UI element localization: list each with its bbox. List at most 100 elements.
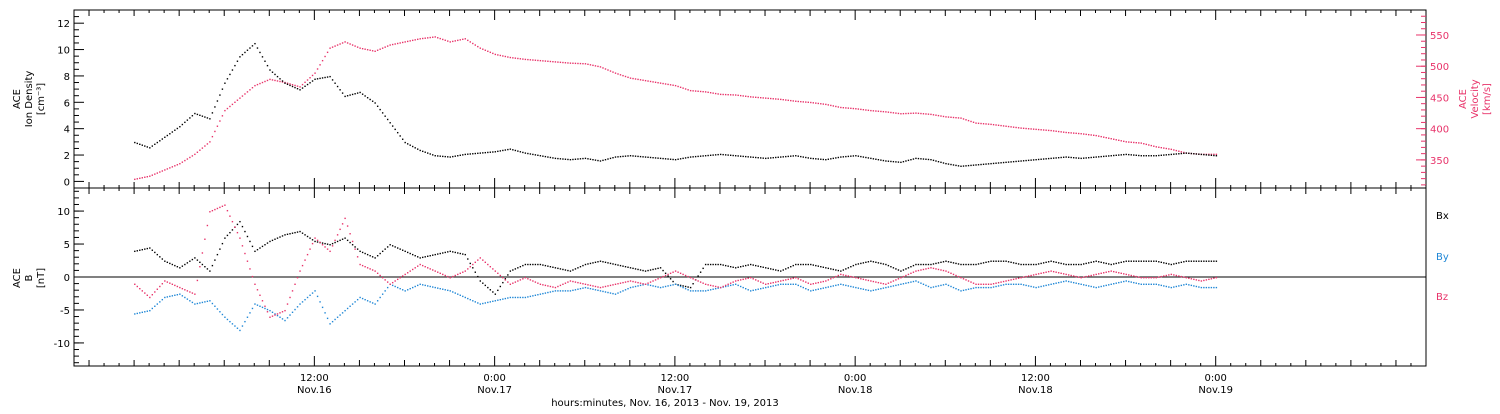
by-series-point bbox=[336, 316, 339, 318]
bz-series-point bbox=[294, 283, 296, 285]
bz-series-point bbox=[624, 281, 627, 283]
bx-series-point bbox=[712, 263, 714, 266]
bz-series-point bbox=[612, 284, 614, 286]
by-series-point bbox=[429, 285, 431, 288]
by-series-point bbox=[604, 291, 607, 293]
bz-series-point bbox=[682, 273, 684, 276]
velocity-series-point bbox=[404, 41, 406, 43]
velocity-series-point bbox=[744, 95, 747, 97]
bx-series-point bbox=[346, 239, 349, 242]
velocity-series-point bbox=[199, 149, 201, 151]
density-series-point bbox=[427, 152, 429, 154]
density-series-point bbox=[1110, 155, 1112, 157]
density-series-point bbox=[579, 158, 582, 160]
bz-series-point bbox=[156, 288, 159, 290]
bz-series-point bbox=[622, 281, 624, 284]
bx-series-point bbox=[384, 248, 386, 250]
bz-series-point bbox=[977, 283, 980, 285]
density-series-point bbox=[674, 158, 677, 161]
bz-series-point bbox=[439, 272, 441, 275]
bz-series-point bbox=[499, 274, 502, 277]
bx-series-point bbox=[354, 246, 356, 248]
bz-series-point bbox=[597, 286, 599, 288]
by-series-point bbox=[699, 290, 702, 292]
bx-series-point bbox=[1035, 263, 1037, 266]
velocity-series-point bbox=[399, 42, 401, 44]
velocity-series-point bbox=[787, 99, 789, 102]
bz-series-point bbox=[134, 283, 136, 285]
density-series-point bbox=[569, 158, 572, 161]
bx-series-point bbox=[206, 268, 209, 270]
by-series-point bbox=[842, 284, 845, 286]
by-series-point bbox=[231, 323, 234, 325]
bx-series-point bbox=[607, 262, 609, 264]
velocity-series-point bbox=[424, 37, 426, 39]
density-series-point bbox=[509, 148, 512, 150]
velocity-series-point bbox=[649, 80, 652, 83]
bz-series-point bbox=[1050, 270, 1052, 272]
by-series-point bbox=[1027, 285, 1030, 287]
density-series-point bbox=[236, 60, 239, 62]
density-series-point bbox=[867, 157, 870, 159]
bx-series-point bbox=[166, 261, 169, 264]
by-series-point bbox=[1075, 282, 1077, 284]
bx-series-point bbox=[336, 240, 339, 243]
by-series-point bbox=[674, 283, 677, 285]
velocity-series-point bbox=[557, 61, 559, 63]
density-series-point bbox=[897, 161, 900, 163]
top-ylabel-line-1: ACE bbox=[12, 89, 23, 109]
bx-series-point bbox=[737, 266, 739, 268]
bz-series-point bbox=[206, 224, 209, 227]
bx-series-point bbox=[321, 242, 324, 244]
velocity-series-point bbox=[997, 124, 1000, 127]
density-series-point bbox=[900, 161, 902, 164]
by-series-point bbox=[1118, 281, 1120, 284]
bz-series-point bbox=[194, 293, 196, 295]
by-series-point bbox=[404, 290, 406, 292]
density-series-point bbox=[434, 155, 436, 157]
by-series-point bbox=[942, 284, 945, 286]
bx-series-point bbox=[970, 263, 972, 266]
bx-series-point bbox=[459, 252, 461, 255]
bx-series-point bbox=[374, 257, 376, 259]
bx-series-point bbox=[309, 237, 311, 239]
density-series-point bbox=[684, 157, 687, 159]
bx-series-point bbox=[912, 264, 915, 267]
by-series-point bbox=[274, 313, 276, 315]
by-series-point bbox=[401, 289, 404, 291]
density-series-point bbox=[369, 98, 371, 101]
velocity-series-point bbox=[622, 74, 624, 77]
bz-series-point bbox=[792, 277, 794, 279]
bx-series-point bbox=[134, 250, 136, 253]
by-series-point bbox=[1155, 283, 1157, 285]
velocity-series-point bbox=[427, 37, 429, 39]
density-series-point bbox=[514, 149, 517, 152]
by-series-point bbox=[579, 287, 582, 290]
velocity-series-point bbox=[159, 171, 161, 173]
bx-series-point bbox=[724, 264, 727, 267]
by-series-point bbox=[376, 300, 379, 302]
by-series-point bbox=[1138, 283, 1140, 285]
by-series-point bbox=[577, 288, 579, 290]
velocity-series-point bbox=[765, 97, 767, 99]
bz-series-point bbox=[892, 280, 895, 282]
velocity-series-point bbox=[755, 96, 757, 99]
velocity-series-point bbox=[334, 45, 336, 47]
bx-series-point bbox=[1120, 261, 1122, 264]
by-series-point bbox=[972, 287, 975, 289]
by-series-point bbox=[967, 288, 970, 290]
density-series-point bbox=[409, 144, 411, 146]
bz-series-point bbox=[667, 273, 669, 276]
density-series-point bbox=[584, 157, 587, 160]
bx-series-point bbox=[469, 262, 471, 265]
density-series-point bbox=[915, 157, 917, 160]
by-series-point bbox=[1017, 283, 1020, 285]
density-series-point bbox=[832, 157, 835, 160]
density-series-point bbox=[845, 155, 847, 158]
velocity-series-point bbox=[882, 110, 885, 113]
density-series-point bbox=[592, 158, 594, 161]
bx-series-point bbox=[835, 269, 837, 271]
bz-series-point bbox=[742, 278, 744, 281]
bx-series-point bbox=[947, 261, 950, 263]
